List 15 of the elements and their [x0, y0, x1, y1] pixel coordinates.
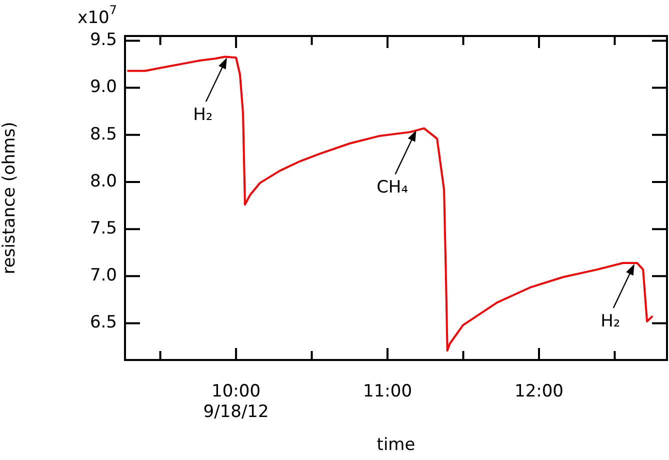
x-axis-title: time [376, 435, 416, 456]
x-tick-label: 12:00 [514, 382, 564, 402]
y-tick-label: 7.0 [90, 266, 118, 286]
y-tick-label: 8.0 [90, 171, 118, 192]
annotation: H₂ [600, 311, 620, 332]
y-tick-label: 7.5 [90, 218, 118, 239]
annotation: H₂ [193, 105, 213, 126]
y-tick-label: 9.5 [90, 30, 118, 50]
x-tick-label: 11:00 [363, 382, 412, 402]
x-tick-label: 10:00 9/18/12 [203, 382, 269, 422]
annotation: CH₄ [376, 178, 408, 198]
y-axis-title: resistance (ohms) [0, 122, 20, 274]
y-tick-label: 8.5 [90, 124, 118, 144]
y-tick-label: 9.0 [90, 77, 118, 98]
y-tick-label: 6.5 [90, 312, 118, 333]
